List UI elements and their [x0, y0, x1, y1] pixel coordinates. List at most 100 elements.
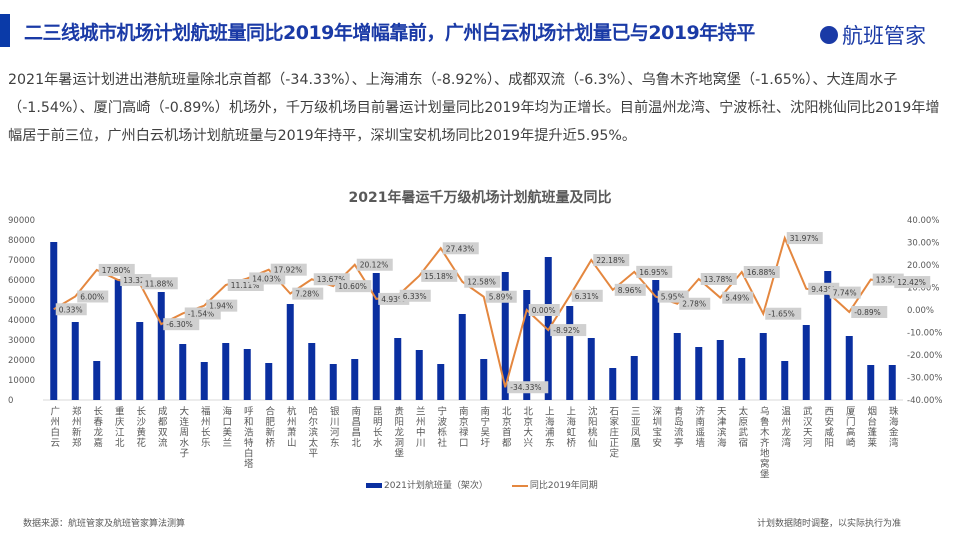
- data-label: -6.30%: [166, 320, 193, 329]
- bar: [265, 363, 273, 400]
- y-right-tick-label: -40.00%: [907, 396, 942, 406]
- x-tick-label: 呼和浩特白塔: [242, 406, 254, 469]
- x-tick-label: 海口美兰: [220, 405, 232, 448]
- x-tick-label: 兰州中川: [414, 405, 426, 448]
- data-label: 2.78%: [682, 300, 706, 309]
- x-tick-label: 深圳宝安: [650, 406, 662, 448]
- x-tick-label: 上海浦东: [543, 406, 555, 448]
- bar: [695, 347, 703, 400]
- bar: [437, 364, 445, 400]
- data-label: 20.12%: [360, 261, 389, 270]
- bar: [394, 338, 402, 400]
- logo-text: 航班管家: [842, 24, 926, 48]
- y-left-tick-label: 40000: [8, 316, 35, 326]
- x-tick-label: 大连周水子: [177, 405, 189, 458]
- bar: [93, 361, 101, 400]
- x-tick-label: 宁波栎社: [435, 405, 447, 448]
- bar: [415, 350, 423, 400]
- x-tick-label: 珠海金湾: [887, 405, 899, 448]
- x-tick-label: 青岛流亭: [672, 405, 684, 448]
- y-left-tick-label: 90000: [8, 216, 35, 226]
- y-right-tick-label: 20.00%: [907, 261, 939, 271]
- data-label: 17.92%: [274, 266, 303, 275]
- data-label: 6.31%: [575, 292, 599, 301]
- legend-bar-swatch: [366, 483, 382, 488]
- data-label-bg: [55, 303, 87, 316]
- data-label: 14.03%: [252, 274, 281, 283]
- data-label: 17.80%: [102, 266, 131, 275]
- data-label-bg: [743, 266, 780, 279]
- data-label: 16.95%: [639, 268, 668, 277]
- x-tick-label: 西安咸阳: [822, 406, 834, 448]
- bar: [308, 343, 316, 400]
- legend-item-line: 同比2019年同期: [511, 478, 598, 491]
- logo-icon: [820, 26, 838, 44]
- x-tick-label: 重庆江北: [113, 405, 125, 448]
- data-label-bg: [528, 304, 560, 316]
- x-tick-label: 银川河东: [328, 405, 340, 448]
- data-label: 6.33%: [403, 292, 427, 301]
- y-right-tick-label: -10.00%: [907, 329, 942, 339]
- bar: [372, 273, 380, 400]
- bar: [286, 304, 294, 400]
- data-label-bg: [485, 290, 517, 303]
- bar: [867, 365, 875, 400]
- data-label-bg: [765, 307, 802, 320]
- data-label: 5.89%: [489, 293, 513, 302]
- bar: [759, 333, 767, 400]
- data-label-bg: [98, 263, 135, 276]
- data-label: -1.65%: [768, 310, 795, 319]
- data-label-bg: [270, 263, 307, 276]
- data-label-bg: [141, 277, 178, 290]
- data-source: 数据来源：航班管家及航班管家算法测算: [23, 519, 186, 529]
- chart-title: 2021年暑运千万级机场计划航班量及同比: [348, 190, 612, 206]
- bar: [50, 242, 58, 400]
- x-tick-label: 厦门高崎: [844, 406, 856, 448]
- data-label: 5.49%: [725, 294, 749, 303]
- data-label-bg: [679, 297, 711, 310]
- data-label: -0.89%: [854, 308, 881, 317]
- y-right-tick-label: 30.00%: [907, 239, 939, 249]
- x-tick-label: 南昌昌北: [349, 405, 361, 448]
- x-tick-label: 乌鲁木齐地窝堡: [758, 405, 770, 479]
- bar: [222, 343, 230, 400]
- data-label-bg: [851, 306, 888, 319]
- x-tick-label: 温州龙湾: [779, 406, 791, 448]
- logo: 航班管家: [820, 20, 926, 50]
- data-label: -8.92%: [553, 326, 580, 335]
- data-label: 31.97%: [790, 234, 819, 243]
- legend-line-label: 同比2019年同期: [529, 481, 598, 491]
- x-tick-label: 三亚凤凰: [629, 406, 641, 448]
- data-label-bg: [163, 318, 200, 331]
- y-right-tick-label: 10.00%: [907, 284, 939, 294]
- data-label: 11.88%: [145, 279, 174, 288]
- legend: 2021计划航班量（架次） 同比2019年同期: [366, 478, 598, 491]
- bar: [329, 364, 337, 400]
- bar: [71, 322, 79, 400]
- y-left-tick-label: 0: [8, 396, 13, 406]
- data-label: 13.78%: [704, 275, 733, 284]
- bar: [136, 322, 144, 400]
- x-tick-label: 北京大兴: [521, 406, 533, 448]
- x-tick-label: 济南遥墙: [693, 405, 705, 448]
- bar: [566, 306, 574, 400]
- data-label-bg: [442, 242, 479, 255]
- data-label: 7.28%: [295, 290, 319, 299]
- data-label-bg: [550, 324, 587, 337]
- data-label: -34.33%: [510, 383, 541, 392]
- x-tick-label: 南京禄口: [457, 405, 469, 448]
- data-label: 9.43%: [811, 285, 835, 294]
- x-tick-label: 哈尔滨太平: [306, 405, 318, 458]
- data-label: 27.43%: [446, 244, 475, 253]
- x-tick-label: 太原武宿: [736, 405, 748, 448]
- data-label: 10.60%: [338, 282, 367, 291]
- bar: [802, 325, 810, 400]
- bar: [179, 344, 187, 400]
- legend-bar-label: 2021计划航班量（架次）: [384, 481, 488, 491]
- x-tick-label: 成都双流: [156, 405, 168, 448]
- bar: [200, 362, 208, 400]
- data-label: 6.00%: [80, 293, 104, 302]
- bar: [609, 368, 617, 400]
- data-label: -1.54%: [188, 309, 215, 318]
- x-tick-label: 长沙黄花: [134, 405, 146, 448]
